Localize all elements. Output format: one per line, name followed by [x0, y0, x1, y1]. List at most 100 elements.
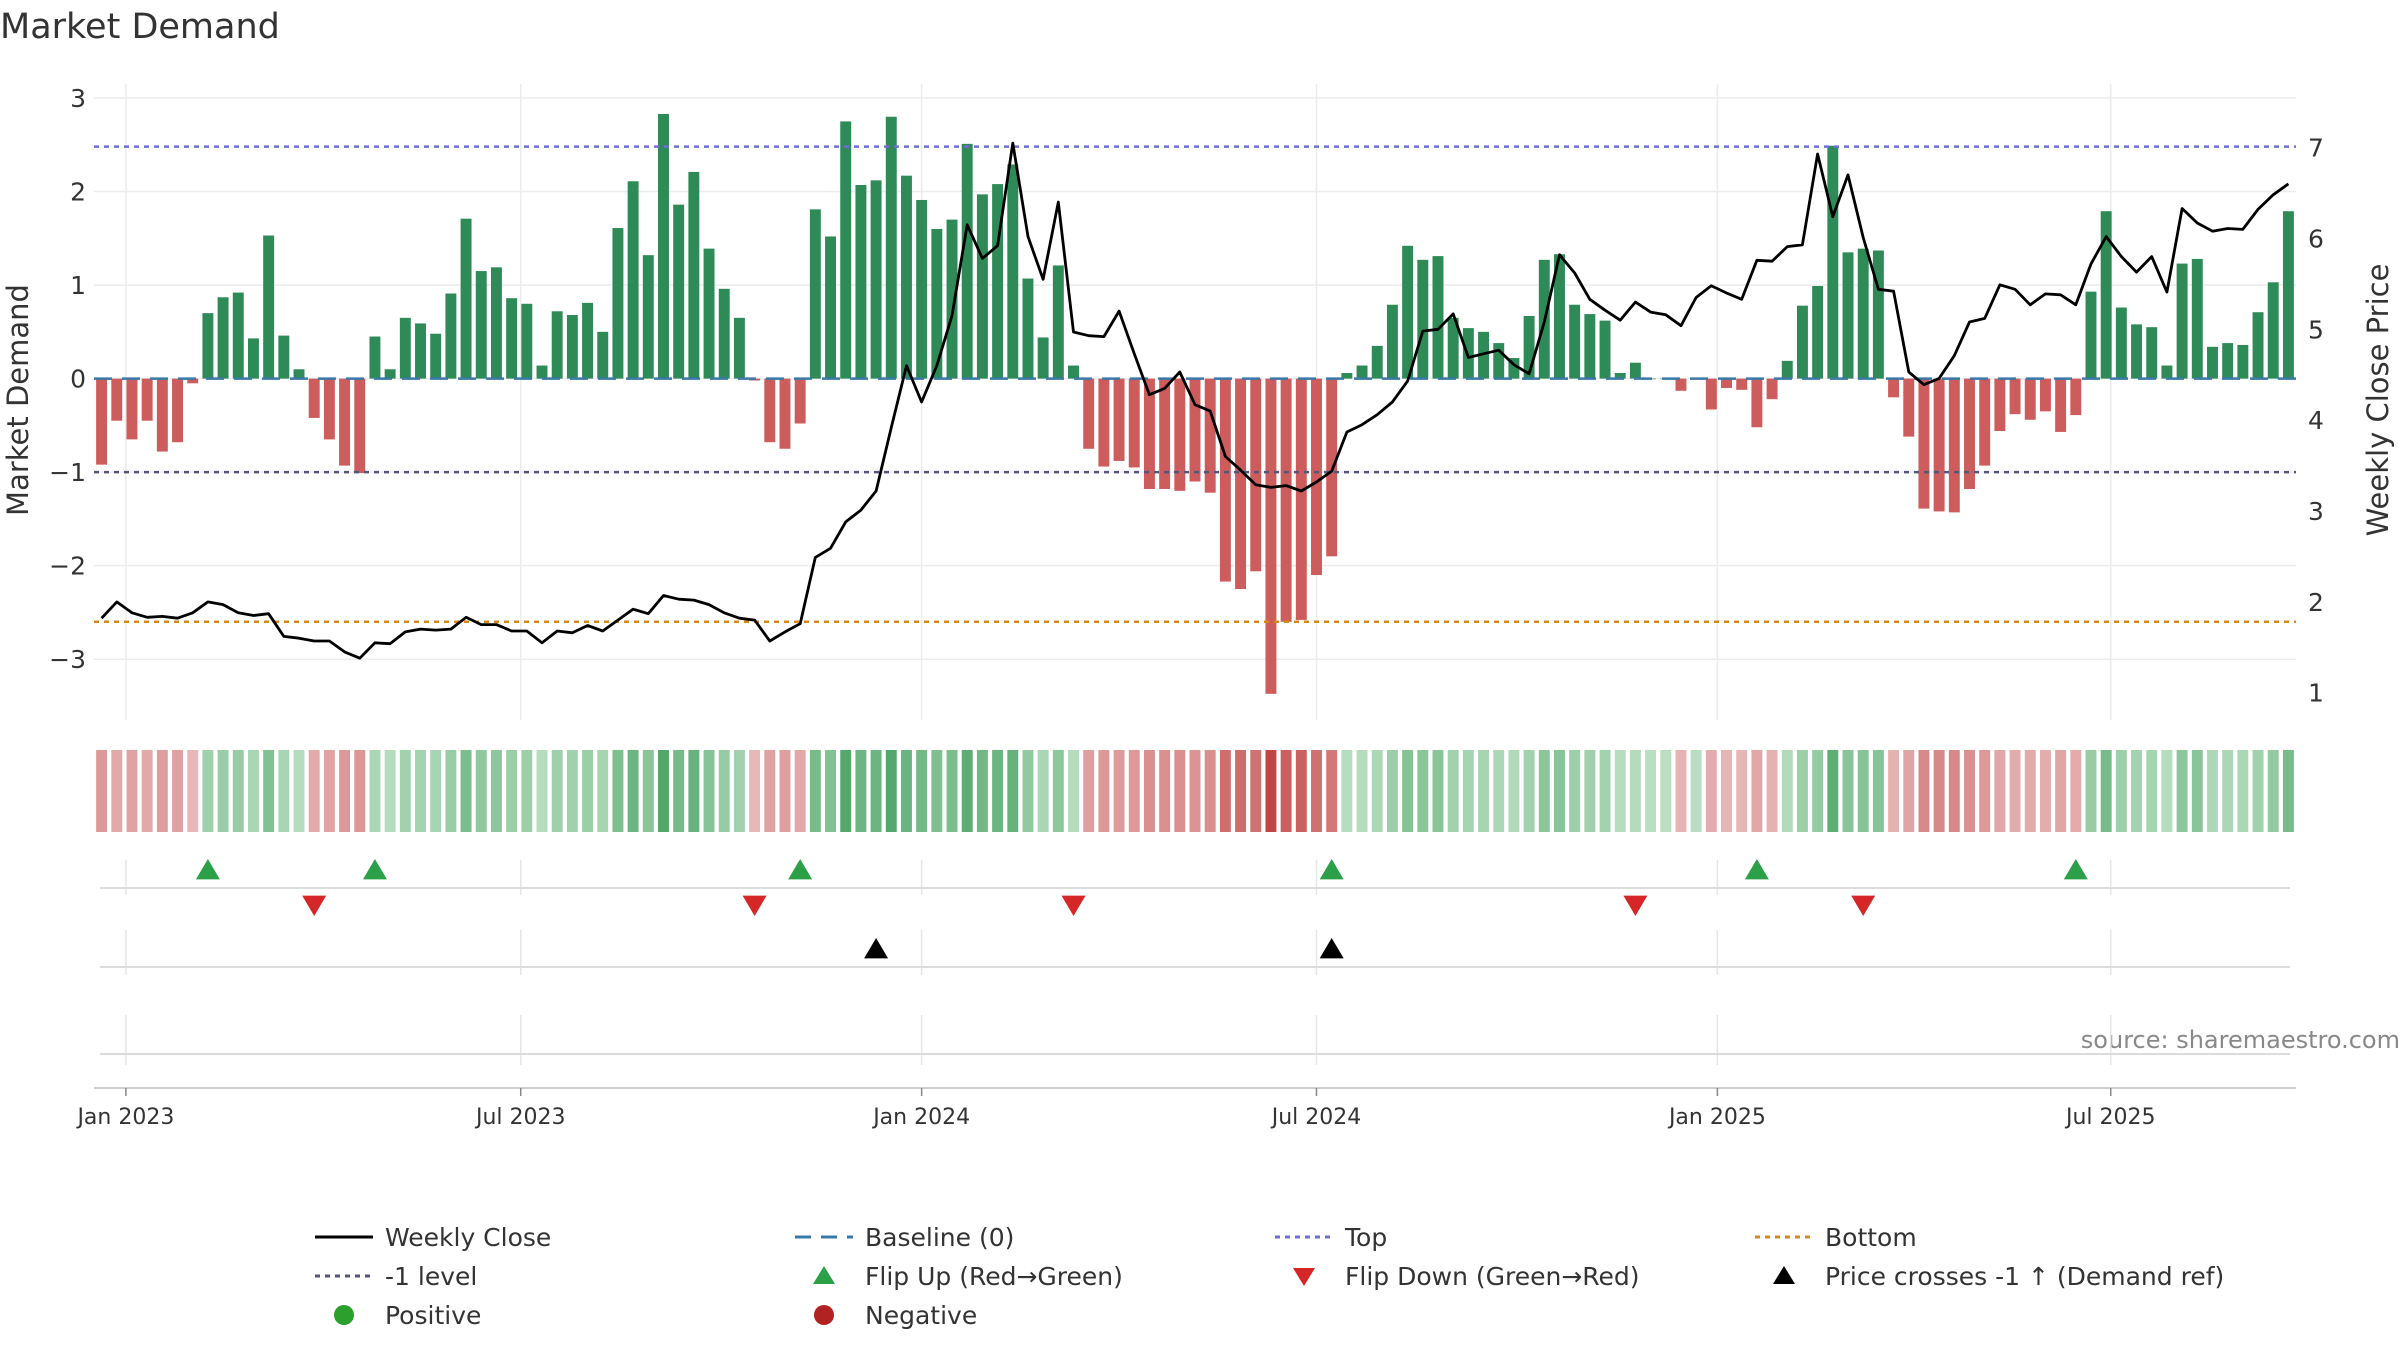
legend-item: Flip Up (Red→Green) [813, 1262, 1123, 1291]
demand-bar [916, 199, 928, 379]
demand-bar [430, 333, 442, 379]
heat-strip-cell [673, 750, 685, 832]
chart-title: Market Demand [0, 7, 280, 47]
heat-strip-cell [354, 750, 366, 832]
heat-strip-cell [1766, 750, 1778, 832]
demand-bar [2267, 282, 2279, 379]
demand-bar [1478, 331, 1490, 379]
demand-bar [1766, 378, 1778, 400]
price-cross-marker [1319, 938, 1344, 959]
heat-strip-cell [1189, 750, 1201, 832]
heat-strip-cell [232, 750, 244, 832]
demand-bar [673, 204, 685, 379]
demand-bar [779, 378, 791, 449]
source-label: source: sharemaestro.com [2081, 1026, 2400, 1054]
demand-bar [870, 180, 882, 379]
demand-bar [536, 365, 548, 379]
demand-bar [1219, 378, 1231, 582]
demand-bar [1037, 337, 1049, 379]
demand-bar [1827, 145, 1839, 379]
heat-strip-cell [430, 750, 442, 832]
heat-strip-cell [597, 750, 609, 832]
heat-strip-cell [96, 750, 108, 832]
demand-bar [1356, 365, 1368, 379]
heat-strip-cell [308, 750, 320, 832]
demand-bar [278, 335, 290, 379]
legend-swatch-triangle-up [1773, 1266, 1795, 1284]
demand-bar [1812, 286, 1824, 379]
flip-up-marker [2063, 859, 2088, 880]
demand-bar [764, 378, 776, 443]
demand-bar [961, 143, 973, 379]
heat-strip-cell [2070, 750, 2082, 832]
heat-strip-cell [900, 750, 912, 832]
heat-strip-cell [2115, 750, 2127, 832]
demand-bar [1341, 373, 1353, 379]
y-tick-label-right: 3 [2308, 497, 2324, 526]
heat-strip-cell [1675, 750, 1687, 832]
demand-bar [2146, 327, 2158, 379]
demand-bar [126, 378, 138, 440]
demand-bar [976, 194, 988, 379]
y-tick-label-right: 6 [2308, 224, 2324, 253]
demand-bar [308, 378, 320, 418]
heat-strip-cell [1918, 750, 1930, 832]
heat-strip-cell [2131, 750, 2143, 832]
heat-strip-cell [1903, 750, 1915, 832]
heat-strip-cell [1417, 750, 1429, 832]
demand-bar [156, 378, 168, 452]
heat-strip-cell [1432, 750, 1444, 832]
demand-bar [1721, 378, 1732, 388]
plot-layer: 3 2 1 0 −1 −2 −3 7 6 5 4 3 2 1 Jan 2023 Jul 2023 Jan 202… [49, 84, 2324, 1330]
heat-strip-cell [217, 750, 229, 832]
demand-bar [1265, 378, 1277, 694]
heat-strip-cell [1402, 750, 1414, 832]
legend-item: Price crosses -1 ↑ (Demand ref) [1773, 1262, 2224, 1291]
demand-bar [399, 317, 411, 379]
heat-strip-cell [2161, 750, 2173, 832]
demand-bar [1933, 378, 1945, 512]
demand-bar [566, 315, 578, 379]
heat-strip-cell [415, 750, 426, 832]
heat-strip-cell [536, 750, 548, 832]
heat-strip-cell [1872, 750, 1884, 832]
heat-strip-cell [1569, 750, 1581, 832]
heat-strip-cell [369, 750, 381, 832]
demand-bar [2161, 365, 2173, 379]
heat-strip-cell [1979, 750, 1991, 832]
demand-bar [1432, 256, 1444, 379]
heat-strip-cell [1326, 750, 1338, 832]
weekly-close-line [100, 141, 2290, 660]
demand-bar [2207, 346, 2218, 379]
demand-bar [521, 303, 533, 379]
demand-bar [1386, 304, 1398, 379]
demand-bar [384, 369, 396, 379]
heat-strip-cell [111, 750, 123, 832]
demand-bar [1994, 378, 2006, 431]
heat-strip-cell [1599, 750, 1611, 832]
heat-strip-cell [1857, 750, 1869, 832]
demand-bar [2222, 343, 2234, 379]
legend-label: Flip Up (Red→Green) [865, 1262, 1123, 1291]
heat-strip-cell [2191, 750, 2203, 832]
heat-strip-cell [642, 750, 654, 832]
heat-strip-cell [399, 750, 411, 832]
heat-strip-cell [1614, 750, 1626, 832]
x-tick-label: Jul 2024 [1270, 1105, 1362, 1130]
heat-strip-cell [460, 750, 472, 832]
demand-bar [1311, 378, 1322, 576]
demand-bar [1979, 378, 1991, 466]
heat-strip-cell [1235, 750, 1247, 832]
demand-bar [1295, 378, 1307, 620]
heat-strip-cell [551, 750, 563, 832]
demand-bar [2237, 344, 2249, 379]
legend-item: Negative [814, 1301, 977, 1330]
heat-strip-cell [855, 750, 867, 832]
demand-bar [506, 298, 518, 379]
demand-bar [2191, 258, 2203, 379]
legend-swatch-triangle-down [1293, 1268, 1315, 1286]
demand-bar [885, 116, 897, 379]
demand-bar [1554, 254, 1565, 379]
heat-strip-cell [1371, 750, 1383, 832]
